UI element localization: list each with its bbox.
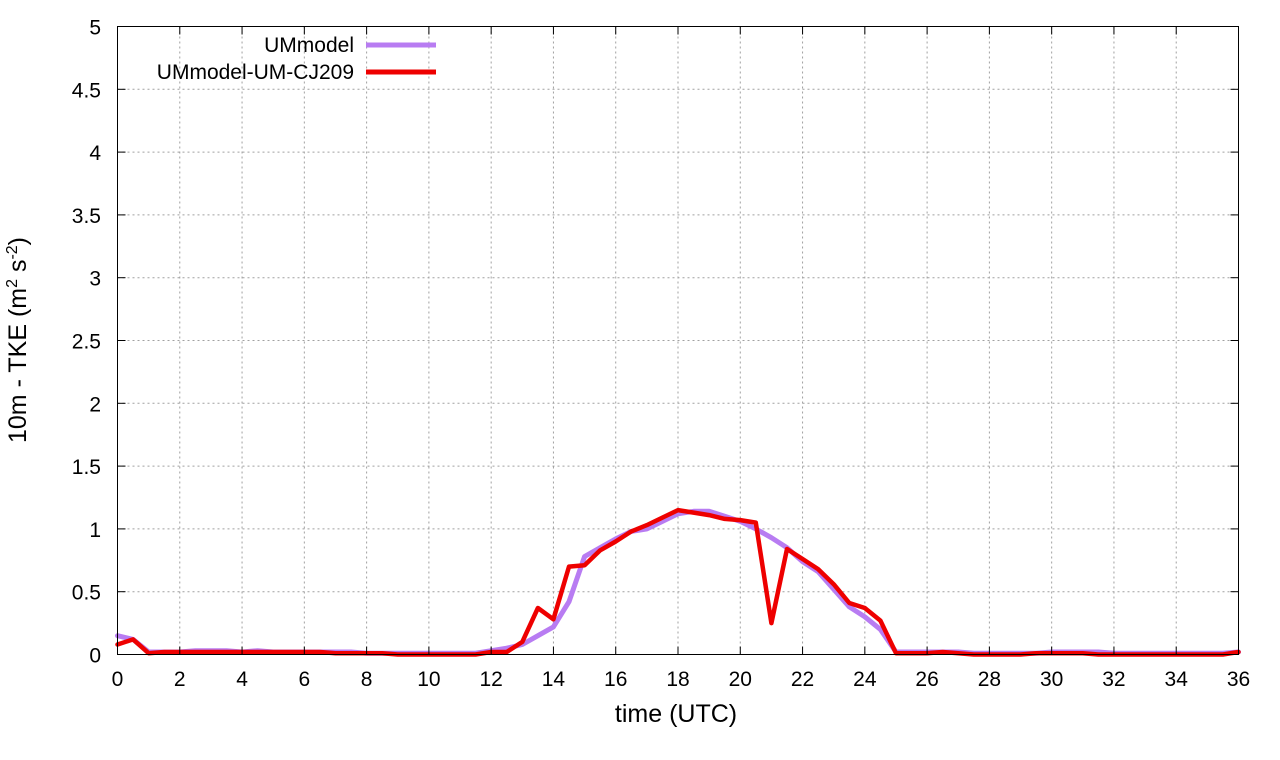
axis-ticks (117, 26, 1239, 655)
y-tick-label: 0 (89, 645, 101, 668)
y-tick-label: 4 (89, 142, 101, 165)
x-axis-title: time (UTC) (615, 700, 737, 728)
x-tick-label: 22 (791, 668, 814, 691)
x-tick-label: 32 (1102, 668, 1125, 691)
y-tick-label: 3 (89, 268, 101, 291)
y-axis-title-mid: s (4, 260, 32, 279)
y-tick-label: 4.5 (72, 79, 101, 102)
y-tick-label: 0.5 (72, 582, 101, 605)
x-tick-label: 4 (236, 668, 248, 691)
y-tick-label: 2.5 (72, 331, 101, 354)
y-axis-title-end: ) (4, 237, 32, 245)
x-tick-label: 12 (479, 668, 502, 691)
x-tick-label: 8 (361, 668, 373, 691)
x-tick-label: 34 (1165, 668, 1189, 691)
x-tick-label: 0 (112, 668, 124, 691)
x-tick-label: 26 (915, 668, 938, 691)
y-tick-label: 1 (89, 519, 101, 542)
y-tick-label: 2 (89, 393, 101, 416)
x-tick-label: 20 (729, 668, 752, 691)
x-tick-label: 24 (853, 668, 877, 691)
y-tick-label: 3.5 (72, 205, 101, 228)
grid (117, 26, 1239, 655)
y-axis-title: 10m - TKE (m2 s-2) (4, 237, 32, 443)
tick-labels: 0 2 4 6 8 10 12 14 16 18 20 22 24 26 28 30 32 34 3600.511.… (72, 17, 1250, 692)
legend: UMmodel UMmodel-UM-CJ209 (157, 34, 436, 84)
x-tick-label: 36 (1227, 668, 1250, 691)
x-tick-label: 28 (978, 668, 1001, 691)
x-tick-label: 2 (174, 668, 186, 691)
legend-label-1: UMmodel-UM-CJ209 (157, 61, 354, 84)
x-tick-label: 6 (298, 668, 310, 691)
x-tick-label: 10 (417, 668, 440, 691)
y-tick-label: 5 (89, 17, 101, 40)
y-axis-title-sup2: -2 (4, 245, 21, 259)
x-tick-label: 30 (1040, 668, 1063, 691)
x-tick-label: 18 (666, 668, 689, 691)
x-tick-label: 14 (542, 668, 566, 691)
y-axis-title-main: 10m - TKE (m (4, 288, 32, 443)
y-axis-title-sup1: 2 (4, 279, 21, 288)
x-tick-label: 16 (604, 668, 627, 691)
y-tick-label: 1.5 (72, 456, 101, 479)
legend-label-0: UMmodel (264, 34, 354, 57)
